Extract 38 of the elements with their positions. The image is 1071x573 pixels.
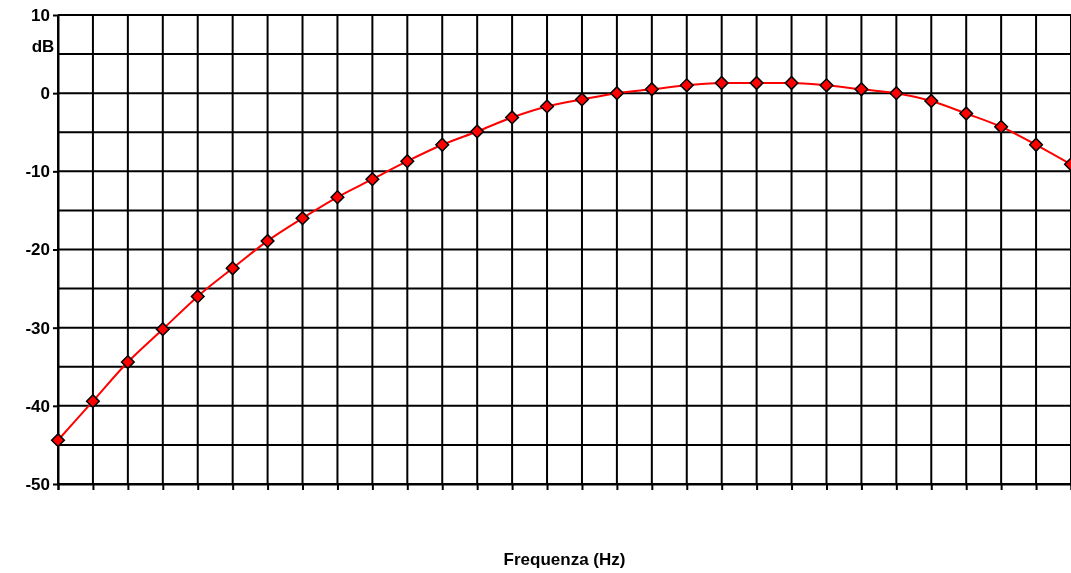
point <box>679 78 694 93</box>
point <box>889 86 904 101</box>
y-tick-label: 0 <box>40 84 50 104</box>
point <box>365 172 380 187</box>
point <box>295 211 310 226</box>
y-tick-label: -40 <box>25 396 50 416</box>
point <box>959 106 974 121</box>
x-axis-title: Frequenza (Hz) <box>503 550 626 569</box>
point <box>155 322 170 337</box>
point <box>435 137 450 152</box>
point <box>505 110 520 125</box>
point <box>609 86 624 101</box>
point <box>50 433 66 448</box>
point <box>330 190 345 205</box>
point <box>120 354 135 370</box>
y-tick-label: -30 <box>25 318 50 338</box>
point <box>225 261 240 276</box>
point <box>1028 137 1044 152</box>
point <box>470 124 485 139</box>
y-axis-title: dB <box>31 37 55 56</box>
point <box>994 119 1009 134</box>
point <box>260 233 275 248</box>
point <box>714 75 729 91</box>
point <box>400 154 415 169</box>
y-tick-label: 10 <box>31 5 50 25</box>
point <box>574 92 590 107</box>
point <box>784 75 799 91</box>
point <box>85 394 101 409</box>
point <box>644 82 659 97</box>
point <box>854 82 869 97</box>
point <box>749 75 764 91</box>
point <box>819 78 834 93</box>
point <box>190 289 205 304</box>
y-tick-label: -20 <box>25 240 50 260</box>
point <box>539 99 555 114</box>
y-tick-label: -50 <box>25 474 50 494</box>
y-tick-label: -10 <box>25 162 50 182</box>
point <box>924 93 939 109</box>
